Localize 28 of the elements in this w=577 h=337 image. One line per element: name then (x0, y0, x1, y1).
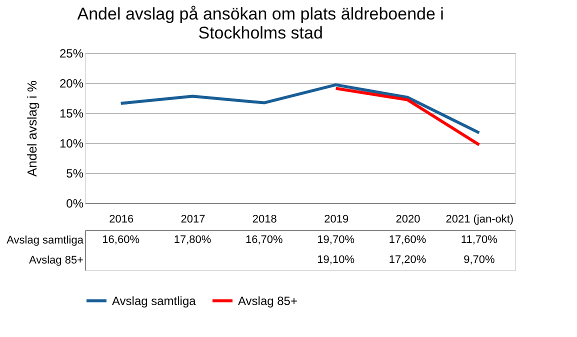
chart-title: Andel avslag på ansökan om plats äldreboende i Stockholms stad (77, 4, 444, 42)
text: Avslag samtliga (6, 234, 84, 246)
legend-label: Avslag 85+ (238, 294, 298, 308)
x-tick-label: 2021 (jan-okt) (446, 214, 514, 226)
text: Avslag 85+ (28, 254, 84, 266)
data-label: 19,10% (317, 254, 355, 266)
y-tick-label: 20% (59, 76, 84, 90)
x-tick-label: 2019 (324, 214, 349, 226)
legend-label: Avslag samtliga (112, 294, 196, 308)
data-label: 17,80% (174, 234, 212, 246)
y-tick-label: 10% (59, 136, 84, 150)
data-label: 16,60% (102, 234, 140, 246)
y-tick-label: 5% (66, 166, 84, 180)
x-tick-label: 2020 (396, 214, 420, 226)
x-tick-label: 2018 (252, 214, 277, 226)
data-label: 17,60% (388, 234, 426, 246)
y-tick-label: 0% (66, 196, 84, 210)
line-series (119, 83, 481, 134)
x-tick-label: 2016 (109, 214, 134, 226)
data-label: 16,70% (246, 234, 284, 246)
y-tick-label: 15% (59, 106, 84, 120)
data-label: 17,20% (388, 254, 426, 266)
data-label: 9,70% (464, 254, 495, 266)
data-label: 19,70% (317, 234, 355, 246)
y-axis-title: Andel avslag i % (24, 80, 40, 177)
y-tick-label: 25% (59, 46, 84, 60)
data-label: 11,70% (460, 234, 498, 246)
x-tick-label: 2017 (180, 214, 206, 226)
